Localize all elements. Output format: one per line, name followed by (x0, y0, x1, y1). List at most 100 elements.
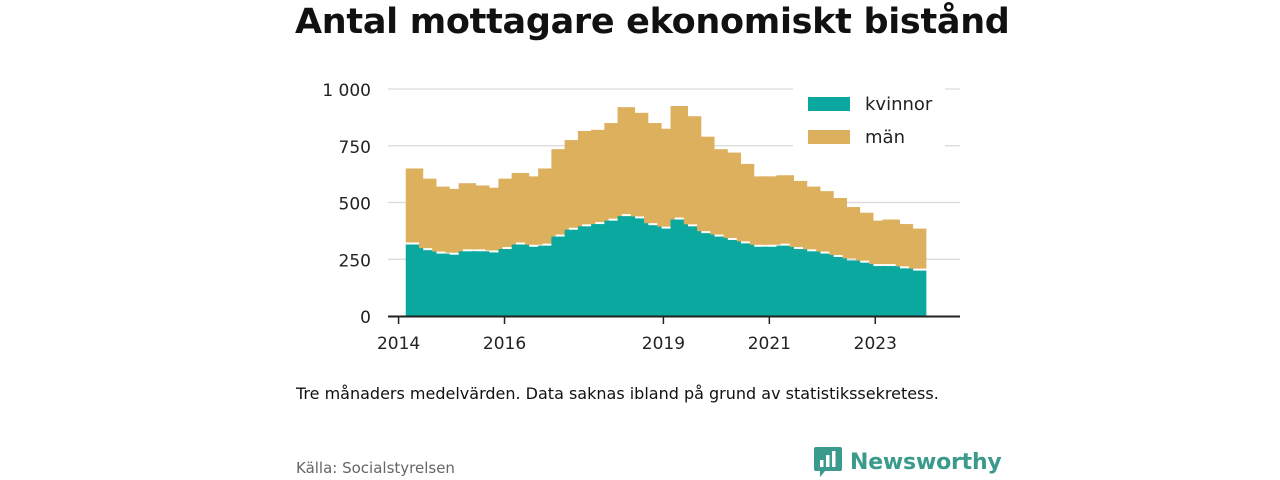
brand-name: Newsworthy (850, 449, 1002, 475)
bar-kvinnor (842, 260, 861, 316)
bar-man (644, 123, 662, 224)
legend-swatch (808, 130, 850, 144)
x-tick-label: 2016 (483, 334, 526, 354)
bar-kvinnor (670, 219, 689, 316)
bar-man (736, 163, 755, 242)
chart-note: Tre månaders medelvärden. Data saknas ib… (296, 384, 939, 403)
bar-kvinnor (816, 253, 834, 316)
bar-kvinnor (471, 251, 490, 316)
bar-man (657, 128, 675, 227)
x-tick-label: 2014 (377, 334, 420, 354)
y-tick-label: 250 (339, 251, 371, 271)
bar-man (683, 116, 702, 225)
bar-kvinnor (577, 226, 596, 316)
bar-man (617, 107, 636, 215)
bar-man (498, 178, 516, 248)
bar-kvinnor (630, 218, 649, 316)
legend-label: män (865, 127, 905, 148)
bar-kvinnor (591, 224, 609, 316)
stacked-bar-chart: 0 250 500 750 1 000 2014 2016 2019 2021 2023 kvi… (322, 81, 960, 354)
bar-kvinnor (432, 253, 450, 316)
bar-kvinnor (749, 246, 768, 316)
bar-kvinnor (869, 266, 887, 316)
bar-kvinnor (405, 244, 424, 316)
y-axis-ticks: 0 250 500 750 1 000 (322, 81, 371, 328)
chart-title: Antal mottagare ekonomiskt bistånd (295, 2, 1010, 42)
bar-kvinnor (524, 246, 543, 316)
bar-kvinnor (829, 256, 847, 316)
bar-kvinnor (895, 268, 914, 316)
bar-man (538, 168, 556, 244)
bar-man (697, 136, 715, 232)
bar-man (445, 188, 463, 253)
legend: kvinnor män (793, 84, 945, 148)
bar-man (710, 149, 728, 235)
bar-kvinnor (458, 251, 477, 316)
bar-kvinnor (564, 229, 583, 316)
bar-man (577, 130, 596, 225)
bar-kvinnor (736, 243, 755, 316)
bar-man (670, 106, 689, 218)
bar-man (855, 212, 874, 261)
bar-man (882, 219, 900, 265)
bar-kvinnor (511, 244, 530, 316)
bar-man (869, 220, 887, 265)
bar-man (763, 176, 781, 245)
bar-man (432, 186, 450, 252)
bar-kvinnor (802, 251, 821, 316)
bar-kvinnor (683, 226, 702, 316)
bar-kvinnor (908, 270, 927, 316)
bar-man (604, 123, 622, 219)
legend-swatch (808, 97, 850, 111)
bar-kvinnor (855, 262, 874, 316)
bar-man (591, 129, 609, 223)
source-label: Källa: Socialstyrelsen (296, 459, 455, 477)
bar-man (895, 224, 914, 267)
bar-kvinnor (644, 225, 662, 316)
bar-kvinnor (604, 220, 622, 316)
bar-kvinnor (776, 245, 794, 316)
bar-man (789, 180, 808, 248)
bar-man (511, 172, 530, 243)
bar-kvinnor (882, 266, 900, 316)
bar-man (816, 191, 834, 252)
x-axis-ticks: 2014 2016 2019 2021 2023 (377, 316, 897, 354)
bar-man (776, 175, 794, 244)
bar-man (524, 176, 543, 245)
bar-man (405, 168, 424, 243)
bar-man (551, 149, 569, 235)
newsworthy-brand[interactable]: Newsworthy (813, 445, 1002, 479)
y-tick-label: 500 (339, 195, 371, 215)
bar-kvinnor (723, 239, 742, 316)
bar-man (749, 176, 768, 245)
bar-kvinnor (710, 236, 728, 316)
bar-kvinnor (763, 246, 781, 316)
legend-label: kvinnor (865, 94, 933, 115)
bar-man (908, 228, 927, 269)
x-tick-label: 2021 (748, 334, 791, 354)
bar-kvinnor (538, 245, 556, 316)
bar-man (458, 183, 477, 250)
bar-man (485, 187, 503, 251)
bar-man (723, 152, 742, 238)
y-tick-label: 0 (360, 308, 371, 328)
bar-man (471, 185, 490, 250)
bar-man (630, 112, 649, 217)
bar-kvinnor (617, 216, 636, 316)
bar-man (802, 186, 821, 250)
x-tick-label: 2023 (854, 334, 897, 354)
bar-kvinnor (498, 249, 516, 316)
y-tick-label: 750 (339, 138, 371, 158)
bar-kvinnor (789, 249, 808, 316)
bar-kvinnor (657, 228, 675, 316)
newsworthy-logo-icon (814, 447, 842, 477)
bars (405, 106, 927, 316)
bar-kvinnor (445, 254, 463, 316)
bar-man (564, 140, 583, 228)
bar-kvinnor (697, 233, 715, 316)
bar-kvinnor (485, 252, 503, 316)
bar-man (829, 197, 847, 255)
x-tick-label: 2019 (642, 334, 685, 354)
bar-kvinnor (551, 236, 569, 316)
bar-man (418, 178, 437, 249)
